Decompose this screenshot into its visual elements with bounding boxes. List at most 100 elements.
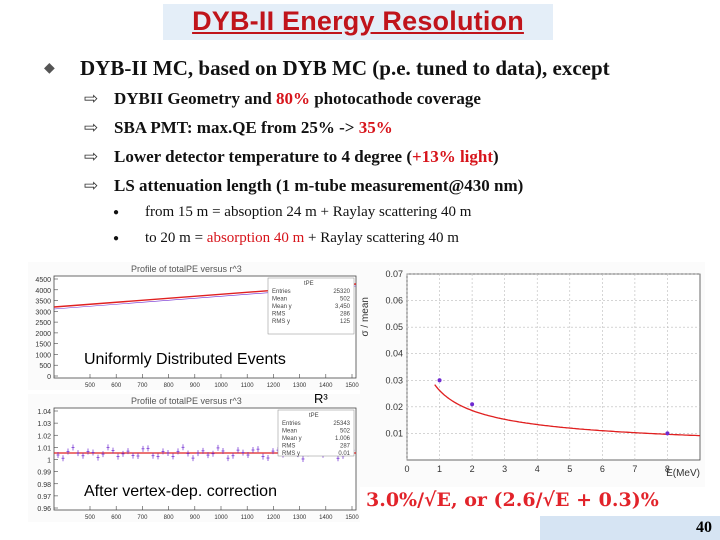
y-tick-label: 4500 (35, 277, 51, 284)
arrow-icon: ⇨ (84, 176, 99, 195)
top-x-ticks: 500 600 700 800 900 1000 1100 1200 1300 1400 1500 (85, 374, 359, 389)
stats-row-value: 125 (340, 319, 351, 325)
y-tick-label: 1.04 (37, 409, 51, 416)
stats-row-name: RMS (272, 312, 285, 318)
y-tick-label: 1.02 (37, 433, 51, 440)
stats-row-value: 1.006 (335, 436, 351, 442)
x-tick-label: 1300 (293, 383, 307, 389)
y-tick-label: 0 (47, 374, 51, 381)
resolution-x-ticks: 0 1 2 3 4 5 6 7 8 (404, 464, 669, 474)
x-tick-label: 700 (137, 383, 148, 389)
x-tick-label: 1000 (214, 515, 228, 521)
x-tick-label: 700 (137, 515, 148, 521)
data-point (437, 378, 442, 383)
stats-row-name: Entries (272, 289, 291, 295)
x-tick-label: 1 (437, 464, 442, 474)
bottom-stats-label: tPE (309, 413, 319, 419)
y-axis-label: σ / mean (360, 297, 371, 337)
footer-bar (540, 516, 720, 540)
stats-row-name: Mean (272, 297, 287, 303)
top-y-ticks: 4500 4000 3500 3000 2500 2000 1500 1000 500 0 (35, 277, 58, 381)
x-tick-label: 600 (111, 515, 122, 521)
stats-row-value: 286 (340, 312, 351, 318)
top-stats-rows: Entries 25320 Mean 502 Mean y 3,450 RMS 286 RMS … (272, 289, 351, 325)
data-point (665, 431, 670, 436)
x-tick-label: 4 (535, 464, 540, 474)
point-text: to 20 m = absorption 40 m + Raylay scatt… (145, 230, 459, 246)
stats-row-name: RMS y (282, 451, 300, 457)
y-tick-label: 4000 (35, 288, 51, 295)
x-tick-label: 7 (632, 464, 637, 474)
x-tick-label: 5 (567, 464, 572, 474)
y-tick-label: 1.01 (37, 445, 51, 452)
y-tick-label: 0.96 (37, 506, 51, 513)
resolution-grid (406, 273, 700, 460)
y-tick-label: 3500 (35, 299, 51, 306)
y-tick-label: 2000 (35, 331, 51, 338)
stats-row-name: Mean y (282, 436, 302, 442)
title-background (163, 4, 553, 40)
y-tick-label: 500 (39, 363, 51, 370)
x-tick-label: 600 (111, 383, 122, 389)
bottom-x-ticks: 500 600 700 800 900 1000 1100 1200 1300 1400 1500 (85, 506, 359, 521)
x-tick-label: 1500 (345, 515, 359, 521)
stats-row-value: 25343 (333, 421, 350, 427)
bottom-profile-plot: Profile of totalPE versus r^3 1.04 1.03 1.… (28, 394, 360, 522)
data-point (470, 402, 475, 407)
point-bullet-icon: ● (113, 207, 120, 218)
arrow-icon: ⇨ (84, 147, 99, 166)
x-tick-label: 1300 (293, 515, 307, 521)
x-tick-label: 800 (164, 515, 175, 521)
y-tick-label: 0.02 (385, 402, 403, 412)
slide-title: DYB-II Energy Resolution (192, 6, 524, 36)
x-tick-label: 800 (164, 383, 175, 389)
page-number: 40 (696, 519, 712, 536)
y-tick-label: 0.04 (385, 349, 403, 359)
y-tick-label: 0.03 (385, 375, 403, 385)
top-plot-title: Profile of totalPE versus r^3 (131, 264, 242, 274)
arrow-icon: ⇨ (84, 118, 99, 137)
x-tick-label: 2 (470, 464, 475, 474)
resolution-chart: 0.07 0.06 0.05 0.04 0.03 0.02 0.01 0 1 2 3 4 5 6 7 8 σ… (360, 262, 705, 487)
bottom-y-ticks: 1.04 1.03 1.02 1.01 1 0.99 0.98 0.97 0.96 (37, 409, 58, 513)
y-tick-label: 0.99 (37, 470, 51, 477)
stats-row-value: 287 (340, 444, 351, 450)
stats-row-value: 25320 (333, 289, 350, 295)
resolution-data-points (437, 378, 670, 436)
x-tick-label: 3 (502, 464, 507, 474)
x-tick-label: 1200 (267, 383, 281, 389)
x-tick-label: 500 (85, 515, 96, 521)
x-tick-label: 1000 (214, 383, 228, 389)
x-tick-label: 1500 (345, 383, 359, 389)
top-profile-plot: Profile of totalPE versus r^3 4500 4000 35… (28, 262, 360, 390)
bottom-plot-title: Profile of totalPE versus r^3 (131, 396, 242, 406)
y-tick-label: 3000 (35, 309, 51, 316)
x-tick-label: 1400 (319, 515, 333, 521)
stats-row-name: RMS y (272, 319, 290, 325)
x-tick-label: 1200 (267, 515, 281, 521)
stats-row-name: Mean y (272, 304, 292, 310)
point-bullet-icon: ● (113, 233, 120, 244)
resolution-formula: 3.0%/√E, or (2.6/√E + 0.3)% (366, 489, 659, 511)
x-tick-label: 1100 (241, 515, 255, 521)
x-tick-label: 6 (600, 464, 605, 474)
y-tick-label: 1500 (35, 342, 51, 349)
stats-row-value: 0.01 (338, 451, 350, 457)
y-tick-label: 0.97 (37, 494, 51, 501)
resolution-y-ticks: 0.07 0.06 0.05 0.04 0.03 0.02 0.01 (385, 269, 403, 438)
stats-row-name: Entries (282, 421, 301, 427)
bottom-stats-rows: Entries 25343 Mean 502 Mean y 1.006 RMS 287 RMS … (282, 421, 351, 457)
stats-row-value: 502 (340, 297, 351, 303)
main-bullet-icon: ◆ (44, 61, 55, 76)
y-tick-label: 2500 (35, 320, 51, 327)
bottom-stats-box (277, 409, 355, 457)
top-stats-box (267, 277, 355, 335)
resolution-fit-curve (434, 384, 700, 437)
y-tick-label: 1000 (35, 352, 51, 359)
after-correction-label: After vertex-dep. correction (84, 483, 277, 500)
y-tick-label: 1.03 (37, 421, 51, 428)
x-tick-label: 0 (404, 464, 409, 474)
stats-row-name: Mean (282, 429, 297, 435)
stats-row-value: 3,450 (335, 304, 351, 310)
y-tick-label: 0.06 (385, 296, 403, 306)
